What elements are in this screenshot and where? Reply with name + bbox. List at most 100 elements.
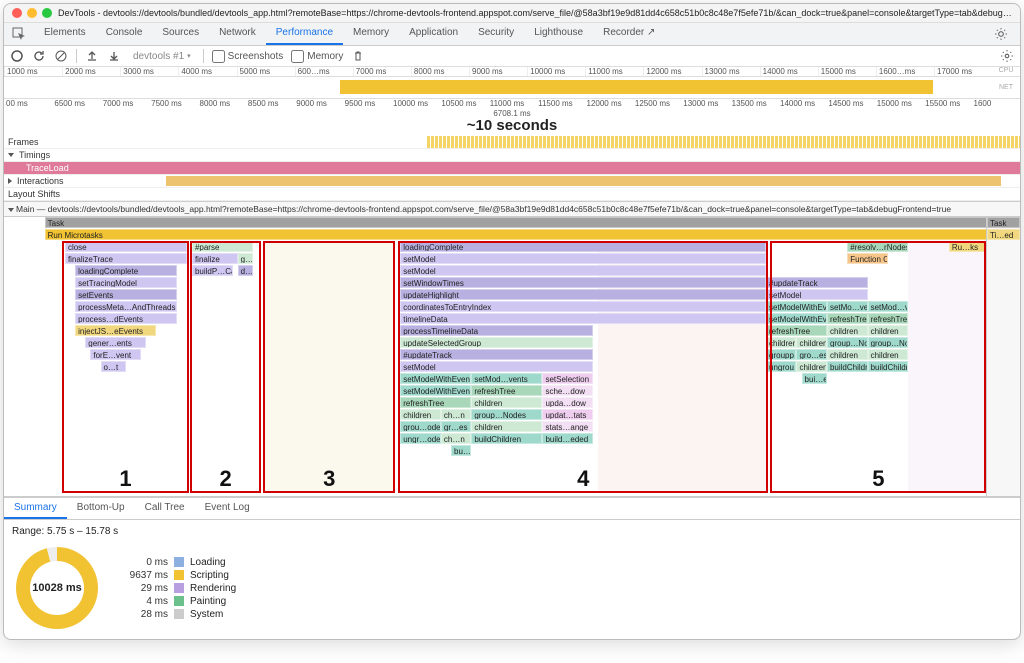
tab-recorder[interactable]: Recorder ↗ — [593, 23, 665, 45]
flame-entry[interactable]: gr…es — [441, 421, 471, 432]
flame-entry[interactable]: loadingComplete — [400, 241, 766, 252]
flame-entry[interactable]: setEvents — [75, 289, 177, 300]
flame-entry[interactable]: grou…odes — [400, 421, 441, 432]
frames-section[interactable]: Frames — [4, 136, 1020, 149]
details-tab-bottomup[interactable]: Bottom-Up — [67, 498, 135, 519]
memory-checkbox[interactable]: Memory — [291, 50, 343, 63]
flame-entry[interactable]: processTimelineData — [400, 325, 593, 336]
flame-entry[interactable]: coordinatesToEntryIndex — [400, 301, 766, 312]
flame-entry[interactable]: setModel — [400, 265, 766, 276]
flame-entry[interactable]: Task — [987, 217, 1020, 228]
main-thread-header[interactable]: Main — devtools://devtools/bundled/devto… — [4, 201, 1020, 217]
flame-entry[interactable]: children — [827, 325, 868, 336]
trash-icon[interactable] — [351, 49, 365, 63]
layout-shifts-section[interactable]: Layout Shifts — [4, 188, 1020, 201]
flame-entry[interactable]: groupp…Nodes — [766, 349, 796, 360]
timings-section[interactable]: Timings — [4, 149, 1020, 162]
flame-entry[interactable]: refreshTree — [868, 313, 909, 324]
flame-entry[interactable]: injectJS…eEvents — [75, 325, 156, 336]
settings-gear-icon[interactable] — [986, 23, 1016, 45]
flame-entry[interactable]: children — [796, 361, 826, 372]
flame-entry[interactable]: Ru…ks — [949, 241, 990, 252]
details-tab-summary[interactable]: Summary — [4, 498, 67, 519]
flame-entry[interactable]: setModel — [400, 361, 593, 372]
flame-entry[interactable]: setModelWithEvents — [766, 313, 827, 324]
flame-entry[interactable]: setWindowTimes — [400, 277, 766, 288]
flame-entry[interactable]: sche…dow — [542, 385, 593, 396]
flame-entry[interactable]: updateHighlight — [400, 289, 766, 300]
flame-entry[interactable]: setModelWithEvents — [400, 373, 471, 384]
flame-entry[interactable]: Task — [45, 217, 1020, 228]
flame-entry[interactable]: build…eded — [542, 433, 593, 444]
clear-icon[interactable] — [54, 49, 68, 63]
flame-entry[interactable]: setMo…vents — [827, 301, 868, 312]
flame-entry[interactable]: ungrou…Nodes — [766, 361, 796, 372]
details-tab-eventlog[interactable]: Event Log — [195, 498, 260, 519]
flame-entry[interactable]: stats…ange — [542, 421, 593, 432]
flame-entry[interactable]: refreshTree — [400, 397, 471, 408]
flame-entry[interactable]: children — [796, 337, 826, 348]
flame-entry[interactable]: setModel — [766, 289, 868, 300]
traceload-row[interactable]: TraceLoad — [4, 162, 1020, 175]
upload-icon[interactable] — [85, 49, 99, 63]
flame-entry[interactable]: setTracingModel — [75, 277, 177, 288]
tab-sources[interactable]: Sources — [152, 23, 209, 45]
zoom-ruler[interactable]: 00 ms6500 ms7000 ms7500 ms8000 ms8500 ms… — [4, 99, 1020, 108]
cpu-overview[interactable] — [4, 77, 992, 99]
flame-entry[interactable]: updat…tats — [542, 409, 593, 420]
flame-entry[interactable]: #updateTrack — [400, 349, 593, 360]
flame-entry[interactable]: Ti…ed — [987, 229, 1020, 240]
flame-entry[interactable]: refreshTree — [766, 325, 827, 336]
reload-icon[interactable] — [32, 49, 46, 63]
flame-entry[interactable]: close — [65, 241, 187, 252]
flame-entry[interactable]: o…t — [101, 361, 126, 372]
flame-entry[interactable]: #resolv…rNodes — [847, 241, 908, 252]
details-tab-calltree[interactable]: Call Tree — [135, 498, 195, 519]
screenshots-checkbox[interactable]: Screenshots — [212, 50, 284, 63]
flame-entry[interactable]: group…Nodes — [827, 337, 868, 348]
flame-entry[interactable]: finalize — [192, 253, 238, 264]
overview-ruler[interactable]: 1000 ms2000 ms3000 ms4000 ms5000 ms600…m… — [4, 67, 992, 77]
flame-entry[interactable]: children — [766, 337, 796, 348]
flame-entry[interactable]: Run Microtasks — [45, 229, 990, 240]
tab-memory[interactable]: Memory — [343, 23, 399, 45]
flame-entry[interactable]: children — [868, 325, 909, 336]
flame-entry[interactable]: buildP…Calls — [192, 265, 233, 276]
flame-entry[interactable]: g… — [238, 253, 253, 264]
zoom-traffic-icon[interactable] — [42, 8, 52, 18]
flame-entry[interactable]: ch…n — [441, 409, 471, 420]
flame-entry[interactable]: upda…dow — [542, 397, 593, 408]
flame-entry[interactable]: processMeta…AndThreads — [75, 301, 177, 312]
flame-entry[interactable]: d… — [238, 265, 253, 276]
flame-entry[interactable]: setModel — [400, 253, 766, 264]
download-icon[interactable] — [107, 49, 121, 63]
flame-entry[interactable]: forE…vent — [90, 349, 141, 360]
flame-entry[interactable]: children — [827, 349, 868, 360]
close-traffic-icon[interactable] — [12, 8, 22, 18]
flame-entry[interactable]: gro…es — [796, 349, 826, 360]
flame-entry[interactable]: #parse — [192, 241, 253, 252]
flame-chart[interactable]: TaskRun MicrotasksclosefinalizeTraceload… — [4, 217, 1020, 497]
flame-entry[interactable]: refreshTree — [827, 313, 868, 324]
flame-entry[interactable]: bui…en — [802, 373, 827, 384]
toolbar-settings-icon[interactable] — [1000, 49, 1014, 63]
flame-entry[interactable]: children — [868, 349, 909, 360]
minimize-traffic-icon[interactable] — [27, 8, 37, 18]
tab-security[interactable]: Security — [468, 23, 524, 45]
flame-entry[interactable]: children — [400, 409, 441, 420]
flame-entry[interactable]: ungr…odes — [400, 433, 441, 444]
flame-entry[interactable]: setMod…vents — [471, 373, 542, 384]
flame-entry[interactable]: group…Nodes — [471, 409, 542, 420]
flame-entry[interactable]: setSelection — [542, 373, 593, 384]
flame-entry[interactable]: Function Call — [847, 253, 888, 264]
flame-entry[interactable]: ch…n — [441, 433, 471, 444]
flame-entry[interactable]: setModelWithEvents — [766, 301, 827, 312]
record-icon[interactable] — [10, 49, 24, 63]
flame-entry[interactable]: buildChildren — [868, 361, 909, 372]
flame-entry[interactable]: process…dEvents — [75, 313, 177, 324]
tab-performance[interactable]: Performance — [266, 23, 343, 45]
flame-entry[interactable]: buildChildren — [471, 433, 542, 444]
tab-console[interactable]: Console — [96, 23, 153, 45]
flame-entry[interactable]: loadingComplete — [75, 265, 177, 276]
flame-entry[interactable]: children — [471, 397, 542, 408]
